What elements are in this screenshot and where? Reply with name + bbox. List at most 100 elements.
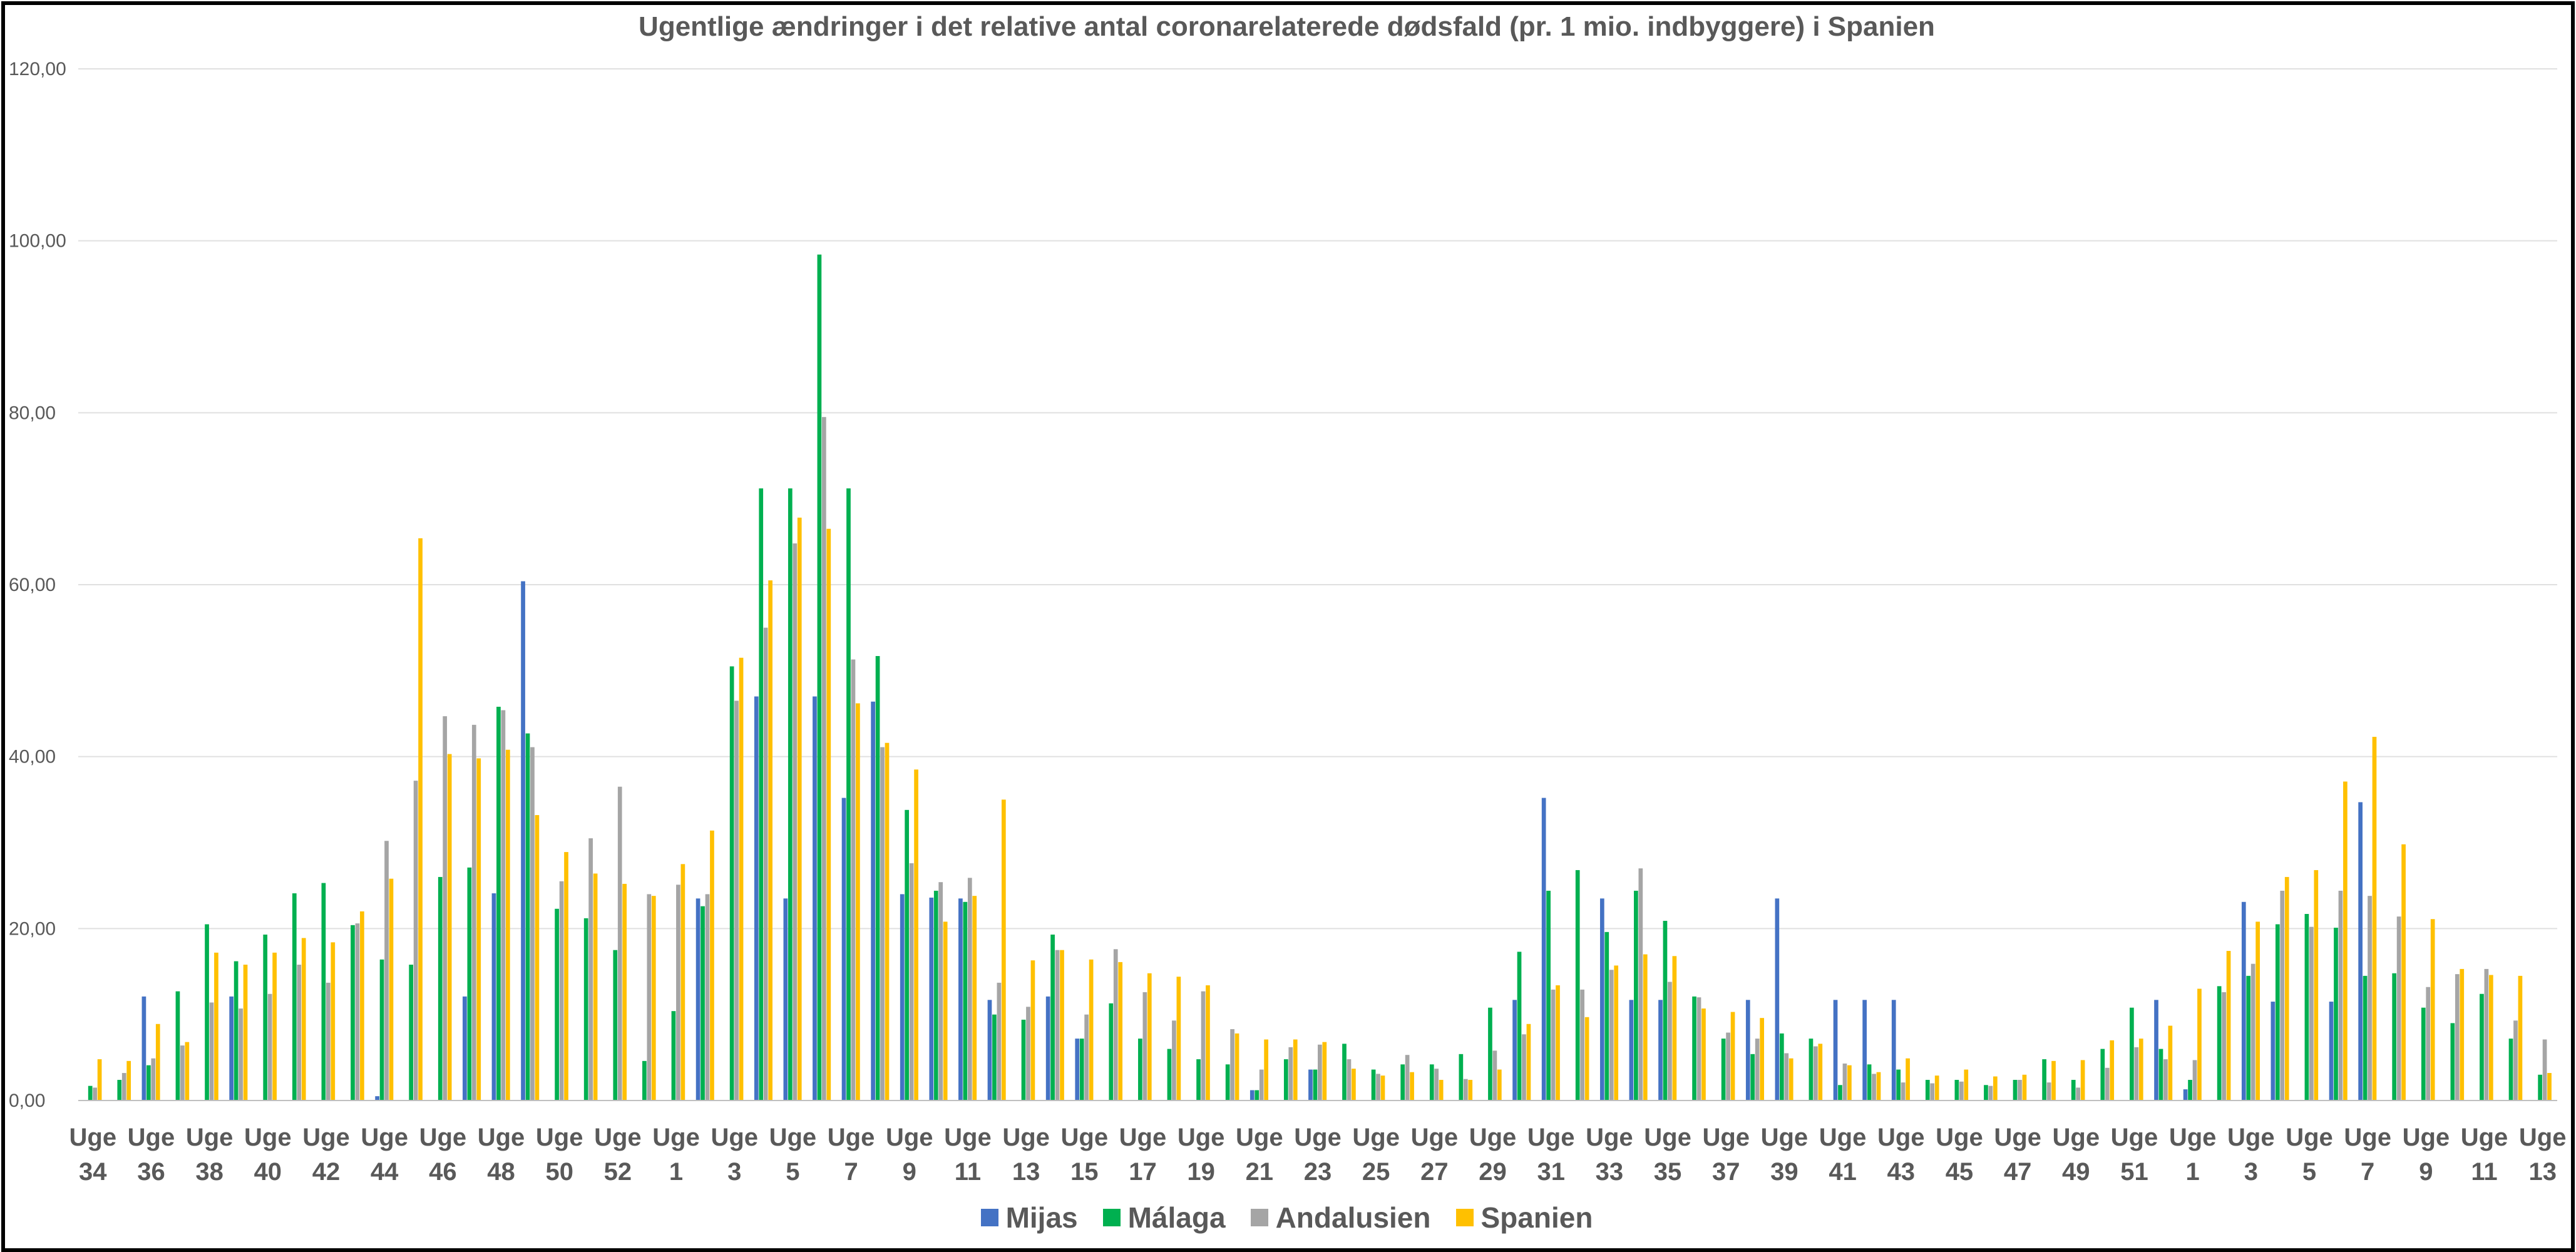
x-tick-label: 49 (2062, 1158, 2090, 1186)
y-axis-ticks: 0,00 20,00 40,00 60,00 80,00 100,00 120,00 (9, 59, 66, 1111)
bar (1730, 1012, 1735, 1101)
x-tick-label: 35 (1654, 1158, 1682, 1186)
x-tick-label: Uge (2053, 1124, 2100, 1151)
bar (2246, 975, 2251, 1101)
x-tick-label: 47 (2004, 1158, 2032, 1186)
bar (1745, 1000, 1750, 1101)
x-tick-label: 36 (137, 1158, 165, 1186)
bar (851, 659, 856, 1101)
bar (272, 952, 277, 1101)
bar (2192, 1060, 2197, 1101)
bar (1347, 1059, 1352, 1101)
x-tick-label: Uge (1061, 1124, 1109, 1151)
bar (1138, 1039, 1142, 1101)
bar (1264, 1039, 1268, 1101)
x-tick-label: Uge (2461, 1124, 2508, 1151)
x-tick-label: 50 (545, 1158, 573, 1186)
x-tick-label: Uge (1527, 1124, 1575, 1151)
bar (301, 938, 306, 1101)
bar (997, 982, 1002, 1101)
bar (2480, 993, 2484, 1101)
x-tick-label: 31 (1537, 1158, 1565, 1186)
x-tick-label: 52 (604, 1158, 632, 1186)
bar (2222, 992, 2226, 1101)
x-tick-label: Uge (1119, 1124, 1167, 1151)
bar (355, 923, 360, 1101)
bar (1876, 1072, 1881, 1101)
bar (1410, 1072, 1414, 1101)
bar (938, 882, 943, 1101)
x-tick-label: 23 (1304, 1158, 1332, 1186)
chart-title: Ugentlige ændringer i det relative antal… (639, 11, 1935, 42)
bar (463, 996, 467, 1101)
bar (1672, 956, 1677, 1101)
bar (1172, 1020, 1176, 1101)
bar (1488, 1007, 1492, 1101)
x-tick-label: Uge (361, 1124, 408, 1151)
bar (2450, 1023, 2455, 1101)
bar (2363, 975, 2368, 1101)
x-tick-label: Uge (2169, 1124, 2217, 1151)
bar (1318, 1044, 1322, 1101)
bar (1638, 868, 1643, 1101)
x-tick-label: 21 (1246, 1158, 1274, 1186)
bar (1867, 1064, 1872, 1101)
bar (175, 991, 180, 1101)
bar (593, 873, 598, 1101)
bar (2334, 927, 2338, 1101)
bar (1901, 1082, 1906, 1101)
bar (1750, 1054, 1755, 1101)
bar (1925, 1080, 1930, 1101)
bar (1842, 1063, 1847, 1101)
bar (2430, 919, 2435, 1101)
bar (214, 952, 218, 1101)
x-tick-label: Uge (1352, 1124, 1400, 1151)
bar (2076, 1087, 2080, 1101)
bar (967, 878, 972, 1101)
bar (496, 707, 501, 1101)
bar (1809, 1039, 1814, 1101)
bar (1079, 1039, 1084, 1101)
bar (1614, 965, 1619, 1101)
bar (1352, 1069, 1356, 1101)
x-tick-label: Uge (1819, 1124, 1867, 1151)
bar (209, 1002, 214, 1101)
bar (588, 838, 593, 1101)
x-tick-label: 11 (2471, 1158, 2497, 1186)
x-tick-label: Uge (1586, 1124, 1633, 1151)
x-tick-label: Uge (1002, 1124, 1050, 1151)
bar (622, 883, 627, 1101)
bar (2396, 916, 2401, 1101)
bar (384, 841, 389, 1101)
x-tick-label: 38 (195, 1158, 223, 1186)
x-tick-label: Uge (1994, 1124, 2041, 1151)
y-tick-label: 60,00 (9, 575, 56, 595)
bar (2051, 1060, 2056, 1101)
bar (2309, 926, 2314, 1101)
legend-item: Mijas (980, 1201, 1078, 1234)
x-tick-label: 15 (1070, 1158, 1099, 1186)
bar (1468, 1080, 1473, 1101)
bar (1556, 985, 1560, 1101)
bar (467, 867, 472, 1101)
bar (1872, 1074, 1876, 1101)
bar (1522, 1034, 1526, 1101)
bar (680, 864, 685, 1101)
bar (443, 716, 448, 1101)
bar (1167, 1049, 1172, 1101)
bar (1959, 1081, 1964, 1101)
bar (389, 878, 394, 1101)
bar (1113, 949, 1118, 1101)
bar (1055, 950, 1060, 1101)
bar (943, 921, 948, 1101)
x-tick-label: Uge (2519, 1124, 2567, 1151)
bar (1259, 1069, 1264, 1101)
x-tick-label: Uge (2227, 1124, 2275, 1151)
bar (93, 1087, 97, 1101)
bar (1862, 1000, 1867, 1101)
bar (2358, 802, 2363, 1101)
bar (1001, 799, 1006, 1101)
bar (375, 1096, 379, 1101)
